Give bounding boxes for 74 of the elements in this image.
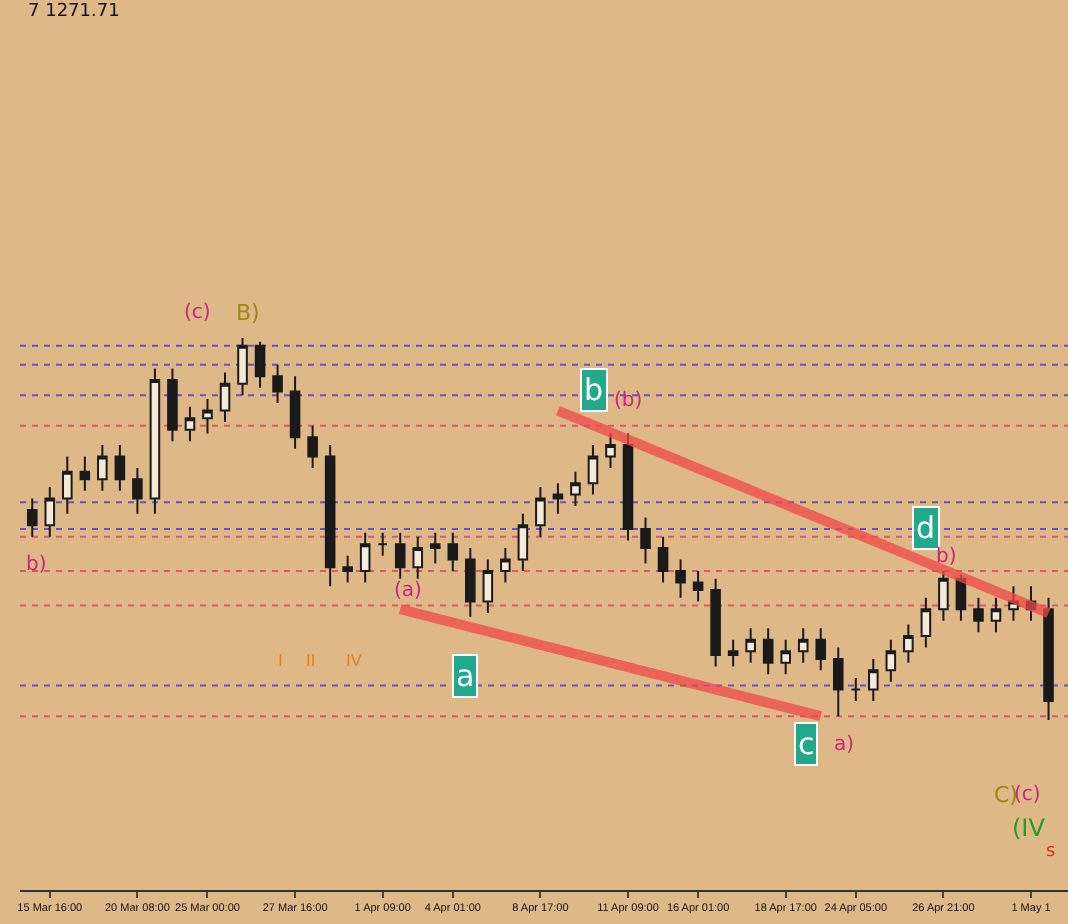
annotation: a <box>456 658 475 694</box>
candlestick <box>324 443 336 588</box>
candlestick <box>535 485 546 538</box>
candlestick <box>79 455 91 492</box>
candlestick <box>114 443 126 492</box>
text: (c) <box>1014 784 1041 806</box>
text: a) <box>834 734 855 756</box>
candlestick <box>1043 596 1054 721</box>
candlestick <box>202 398 213 435</box>
candlestick <box>815 627 827 672</box>
candlestick <box>903 623 914 664</box>
candlestick <box>868 657 879 702</box>
candlestick <box>500 547 511 584</box>
candlestick <box>517 512 529 573</box>
annotation: (b) <box>614 390 643 412</box>
candlestick <box>552 482 564 515</box>
candlestick <box>272 363 283 404</box>
candlestick <box>289 375 301 450</box>
annotation: IV <box>346 652 363 670</box>
candlestick <box>62 455 73 515</box>
candlestick <box>710 577 721 668</box>
candlestick <box>167 367 178 443</box>
candlestick <box>605 432 616 469</box>
candlestick <box>44 485 56 538</box>
candlestick <box>885 638 897 683</box>
candlestick <box>465 547 476 618</box>
candlestick <box>377 531 388 557</box>
candlestick <box>657 535 669 584</box>
candlestick <box>342 554 353 584</box>
candlestick <box>938 570 949 622</box>
candlestick <box>184 405 196 443</box>
text: C) <box>994 782 1018 808</box>
candlestick <box>920 596 932 649</box>
candlestick <box>675 558 686 599</box>
candlestick <box>219 371 231 424</box>
candlestick <box>745 627 756 664</box>
candlestick <box>587 443 599 496</box>
candlestick <box>482 558 494 615</box>
candlestick <box>132 466 143 515</box>
candlestick <box>780 638 791 676</box>
annotation: d <box>916 510 936 546</box>
text: c <box>798 726 815 762</box>
candlestick <box>394 531 406 580</box>
candlestick <box>692 570 704 603</box>
candlestick <box>447 531 459 573</box>
text: B) <box>236 300 260 326</box>
text: (IV <box>1012 814 1047 842</box>
annotation: II <box>306 652 316 670</box>
annotation: I <box>278 652 283 670</box>
candlestick <box>149 367 161 515</box>
text: s <box>1046 842 1056 862</box>
candlestick <box>359 531 371 584</box>
annotation: b) <box>936 546 957 568</box>
candlestick <box>97 443 108 492</box>
candlestick <box>797 627 809 664</box>
annotation: b <box>584 372 604 408</box>
candlestick <box>850 676 862 702</box>
annotation: (a) <box>394 580 423 602</box>
candlestick <box>412 535 424 580</box>
candlestick <box>727 638 739 668</box>
candlestick <box>570 470 581 508</box>
candlestick <box>429 531 441 565</box>
candlestick <box>237 337 248 397</box>
candlestick <box>832 646 844 718</box>
candlestick <box>307 424 318 469</box>
candlestick <box>26 497 38 538</box>
annotation: b) <box>26 554 47 576</box>
text: 7 1271.71 <box>28 2 120 22</box>
text: (c) <box>184 302 211 324</box>
candlestick <box>254 340 266 389</box>
candlestick <box>640 516 651 565</box>
candlestick <box>762 627 774 676</box>
candlestick <box>990 596 1002 634</box>
candlestick <box>973 596 984 634</box>
